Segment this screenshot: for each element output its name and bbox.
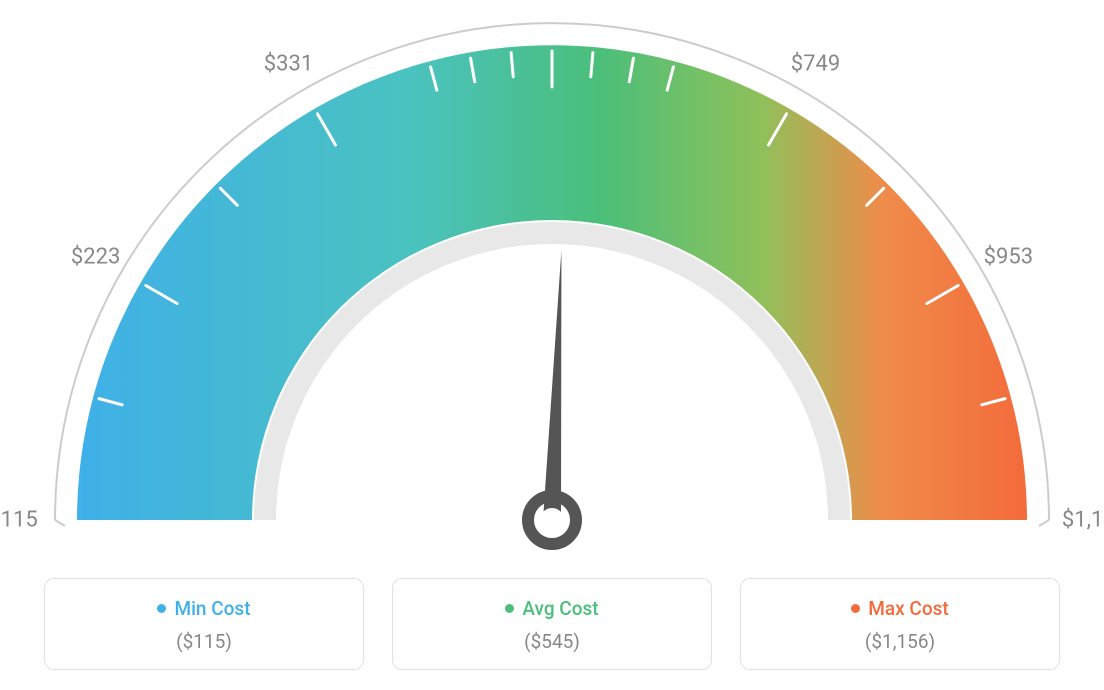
legend-value: ($115) [55,630,353,653]
legend-label: Max Cost [868,597,948,620]
gauge-tick-label: $223 [71,244,120,269]
gauge-tick-label: $953 [984,244,1033,269]
legend-max-cost: Max Cost ($1,156) [740,578,1060,670]
dot-icon [505,604,514,613]
legend-row: Min Cost ($115) Avg Cost ($545) Max Cost… [0,578,1104,670]
legend-title: Avg Cost [505,597,598,620]
dot-icon [851,604,860,613]
legend-avg-cost: Avg Cost ($545) [392,578,712,670]
legend-title: Min Cost [157,597,250,620]
gauge-tick-label: $1,156 [1062,508,1104,533]
legend-label: Min Cost [174,597,250,620]
gauge-tick-label: $749 [791,51,840,76]
legend-label: Avg Cost [522,597,598,620]
legend-value: ($1,156) [751,630,1049,653]
cost-gauge: $115$223$331$545$749$953$1,156 [0,0,1104,560]
gauge-tick-label: $115 [0,508,38,533]
legend-value: ($545) [403,630,701,653]
dot-icon [157,604,166,613]
gauge-svg [0,0,1104,560]
legend-title: Max Cost [851,597,948,620]
legend-min-cost: Min Cost ($115) [44,578,364,670]
gauge-tick-label: $331 [264,51,313,76]
